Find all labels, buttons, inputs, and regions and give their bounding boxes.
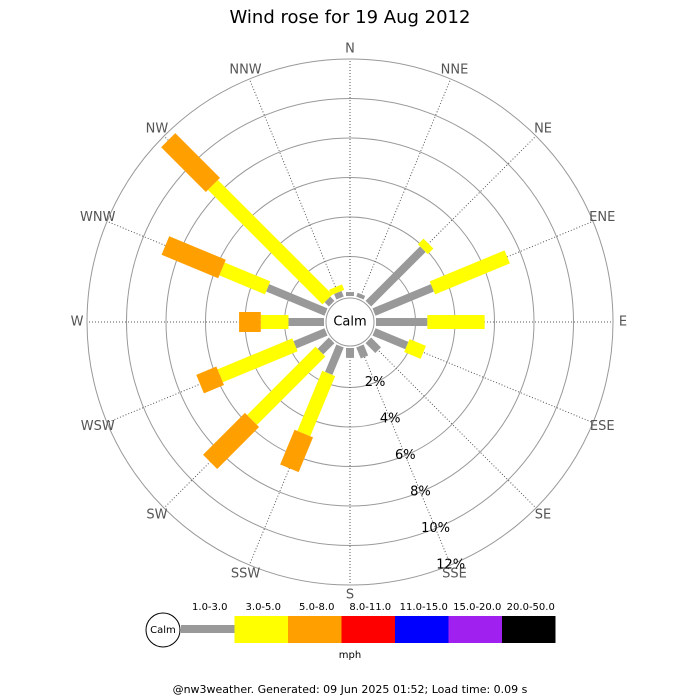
- bar-segment: [334, 290, 344, 300]
- legend-calm-label: Calm: [150, 625, 176, 636]
- direction-label: SSW: [231, 567, 261, 582]
- ring: [86, 58, 614, 586]
- bar-segment: [161, 133, 220, 192]
- bar-segment: [372, 284, 434, 316]
- ring-label: 2%: [365, 375, 386, 390]
- bar-segment: [429, 250, 510, 295]
- legend-swatch: [341, 616, 395, 643]
- direction-label: NNW: [229, 62, 261, 77]
- bar-segment: [356, 292, 366, 300]
- bar-segment: [417, 238, 434, 255]
- spoke: [368, 340, 537, 509]
- bar-segment: [217, 338, 298, 383]
- legend-label: 3.0-5.0: [246, 602, 281, 613]
- bar-segment: [297, 370, 336, 437]
- bar-segment: [365, 337, 381, 353]
- calm-label: Calm: [333, 315, 366, 330]
- direction-label: ENE: [589, 210, 615, 225]
- ring-label: 4%: [380, 412, 401, 427]
- legend-calm: [145, 612, 181, 648]
- bar-segment: [203, 412, 260, 469]
- ring-label: 12%: [436, 557, 465, 572]
- ring-label: 10%: [421, 521, 450, 536]
- direction-label: E: [619, 315, 627, 330]
- footer: @nw3weather. Generated: 09 Jun 2025 01:5…: [173, 683, 528, 696]
- bar-segment: [404, 339, 426, 359]
- legend-label: 1.0-3.0: [192, 602, 227, 613]
- spoke: [359, 78, 452, 299]
- spoke: [248, 78, 341, 299]
- ring: [205, 177, 495, 467]
- bar-segment: [365, 246, 426, 307]
- bar-segment: [266, 284, 328, 316]
- direction-label: SSE: [442, 567, 467, 582]
- legend-label: 5.0-8.0: [299, 602, 334, 613]
- legend-swatch: [502, 616, 556, 643]
- direction-label: NW: [146, 121, 169, 136]
- spoke: [359, 345, 452, 566]
- ring-label: 6%: [395, 448, 416, 463]
- chart-title: Wind rose for 19 Aug 2012: [230, 7, 471, 28]
- calm-circle: [325, 297, 375, 347]
- ring: [126, 98, 574, 546]
- bar-segment: [280, 429, 314, 473]
- legend-label: 8.0-11.0: [349, 602, 391, 613]
- legend-swatch: [288, 616, 342, 643]
- direction-label: W: [71, 315, 84, 330]
- legend-label: 11.0-15.0: [400, 602, 448, 613]
- direction-label: SE: [535, 508, 551, 523]
- bar-segment: [324, 296, 335, 307]
- legend-label: 20.0-50.0: [507, 602, 555, 613]
- bar-segment: [325, 344, 344, 375]
- legend-swatch: [234, 616, 288, 643]
- direction-label: NNE: [441, 62, 469, 77]
- bar-segment: [219, 262, 271, 295]
- ring: [165, 137, 535, 507]
- legend-label: 15.0-20.0: [453, 602, 501, 613]
- legend-swatch: [448, 616, 502, 643]
- bar-segment: [207, 179, 333, 305]
- direction-label: N: [345, 42, 355, 57]
- direction-label: WNW: [80, 210, 116, 225]
- bar-segment: [372, 328, 409, 350]
- direction-label: WSW: [81, 419, 115, 434]
- bar-segment: [293, 328, 328, 349]
- legend-swatch: [395, 616, 449, 643]
- direction-label: SW: [146, 508, 167, 523]
- direction-label: ESE: [590, 419, 615, 434]
- bar-segment: [196, 366, 224, 394]
- unit-label: mph: [339, 650, 361, 661]
- bar-segment: [356, 344, 369, 359]
- bar-segment: [161, 236, 226, 279]
- direction-label: NE: [534, 121, 552, 136]
- direction-label: S: [346, 588, 354, 603]
- ring-label: 8%: [410, 484, 431, 499]
- bar-segment: [247, 346, 326, 425]
- bar-segment: [317, 337, 335, 355]
- bar-segment: [329, 284, 345, 296]
